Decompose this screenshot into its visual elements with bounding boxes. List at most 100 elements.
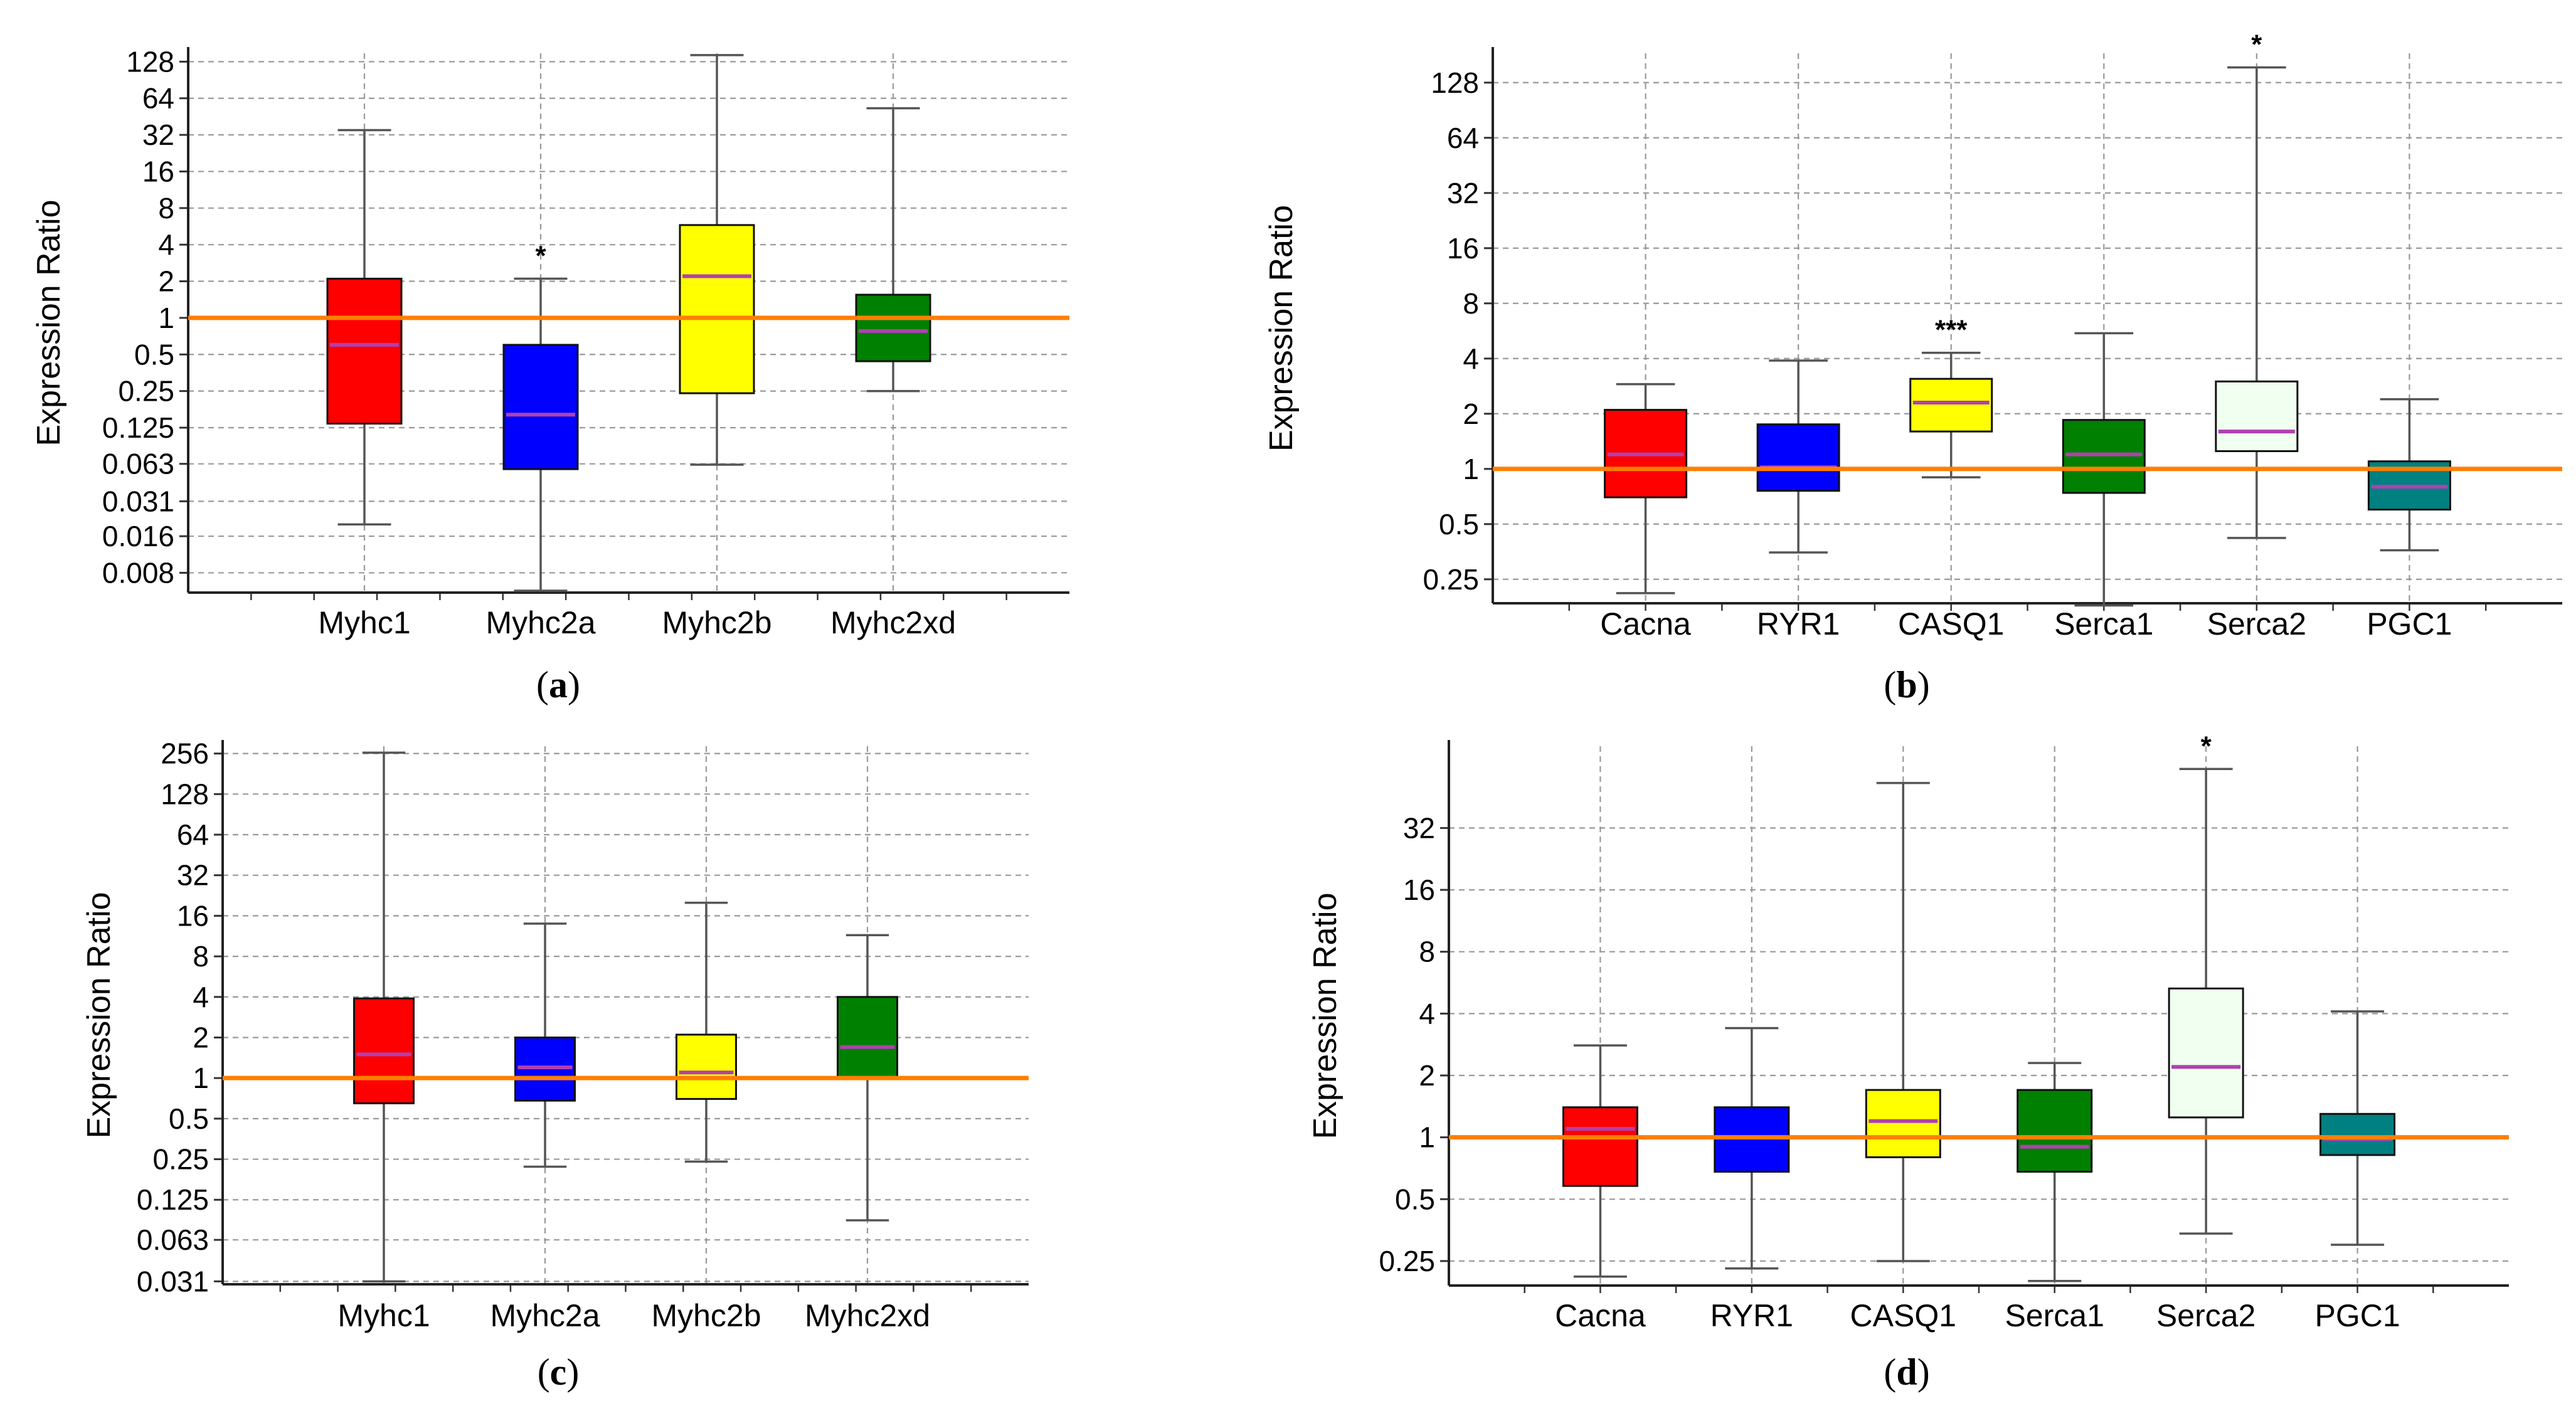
category-label: Myhc2b bbox=[662, 605, 771, 640]
panel-label: (c) bbox=[538, 1351, 580, 1393]
panel-label-open: ( bbox=[1884, 664, 1896, 705]
panel-label: (a) bbox=[536, 664, 580, 705]
category-label: CASQ1 bbox=[1850, 1298, 1957, 1333]
panel-label-close: ) bbox=[1917, 664, 1930, 705]
box-body bbox=[837, 996, 898, 1079]
box-body bbox=[1909, 378, 1993, 433]
box-cacna bbox=[1562, 1044, 1638, 1278]
y-tick-label: 16 bbox=[142, 155, 174, 187]
significance-marker: * bbox=[2201, 731, 2212, 761]
y-tick-label: 1 bbox=[193, 1062, 209, 1094]
box-body bbox=[2017, 1089, 2093, 1173]
y-tick-label: 0.031 bbox=[137, 1265, 209, 1297]
panel-label: (d) bbox=[1884, 1351, 1929, 1393]
box-body bbox=[2215, 380, 2299, 452]
y-tick-label: 0.25 bbox=[118, 375, 174, 408]
y-tick-label: 2 bbox=[158, 265, 174, 298]
y-tick-label: 0.5 bbox=[134, 338, 174, 371]
category-label: Serca1 bbox=[2054, 606, 2153, 642]
category-label: Myhc2xd bbox=[805, 1298, 930, 1333]
box-cacna bbox=[1604, 383, 1688, 594]
category-label: PGC1 bbox=[2314, 1298, 2400, 1333]
category-label: Cacna bbox=[1555, 1298, 1646, 1333]
box-body bbox=[1865, 1089, 1941, 1158]
category-label: Serca1 bbox=[2005, 1298, 2104, 1333]
box-myhc1 bbox=[353, 751, 415, 1283]
box-serca1 bbox=[2062, 332, 2146, 607]
y-tick-label: 0.063 bbox=[137, 1223, 209, 1256]
panel-b: 0.25 0.5 1 2 4 8 16 32 64 128 Cacna RYR1 CASQ1 *** Ser… bbox=[1263, 29, 2562, 705]
y-tick-label: 32 bbox=[1403, 811, 1435, 844]
box-body bbox=[1562, 1106, 1638, 1187]
category-label: Myhc2a bbox=[490, 1298, 600, 1333]
panel-label-close: ) bbox=[568, 664, 580, 705]
y-tick-label: 0.125 bbox=[102, 411, 174, 444]
box-body bbox=[855, 293, 931, 362]
box-body bbox=[676, 1033, 737, 1100]
y-tick-label: 0.25 bbox=[152, 1143, 209, 1176]
box-myhc2a bbox=[514, 922, 576, 1168]
box-pgc1 bbox=[2319, 1010, 2396, 1246]
y-tick-label: 2 bbox=[1419, 1059, 1435, 1092]
y-tick-label: 128 bbox=[126, 45, 174, 78]
panel-c: 0.031 0.063 0.125 0.25 0.5 1 2 4 8 16 32 64 128 256 My… bbox=[81, 737, 1029, 1393]
category-label: RYR1 bbox=[1757, 606, 1840, 642]
y-axis-label: Expression Ratio bbox=[31, 199, 67, 446]
y-axis-label: Expression Ratio bbox=[1307, 892, 1344, 1139]
panel-label-letter: c bbox=[550, 1351, 567, 1393]
box-serca2 bbox=[2215, 66, 2299, 539]
category-label: Serca2 bbox=[2207, 606, 2306, 642]
category-label: Myhc2xd bbox=[830, 605, 956, 640]
box-myhc2xd bbox=[837, 934, 898, 1222]
y-tick-label: 16 bbox=[1447, 232, 1479, 265]
y-tick-label: 8 bbox=[158, 192, 174, 224]
y-tick-label: 8 bbox=[1463, 287, 1479, 320]
box-body bbox=[1714, 1106, 1790, 1173]
y-tick-label: 32 bbox=[142, 119, 174, 151]
category-label: Myhc2b bbox=[651, 1298, 761, 1333]
panel-label-letter: b bbox=[1896, 664, 1917, 705]
box-body bbox=[502, 344, 579, 470]
y-tick-label: 0.016 bbox=[102, 520, 174, 552]
panel-label-close: ) bbox=[566, 1351, 579, 1393]
category-label: RYR1 bbox=[1710, 1298, 1793, 1333]
y-tick-label: 16 bbox=[177, 899, 209, 932]
y-tick-label: 128 bbox=[1431, 66, 1479, 99]
box-body bbox=[353, 997, 415, 1104]
y-tick-label: 16 bbox=[1403, 874, 1435, 906]
box-body bbox=[2319, 1112, 2396, 1156]
y-tick-label: 0.125 bbox=[137, 1183, 209, 1216]
panel-label-letter: a bbox=[549, 664, 568, 705]
panel-label-close: ) bbox=[1917, 1351, 1930, 1393]
box-serca2 bbox=[2168, 768, 2244, 1235]
panel-d: 0.25 0.5 1 2 4 8 16 32 Cacna RYR1 CASQ1 Serca1 Serca… bbox=[1307, 731, 2509, 1393]
y-tick-label: 4 bbox=[193, 981, 209, 1013]
box-serca1 bbox=[2017, 1062, 2093, 1282]
y-tick-label: 0.25 bbox=[1379, 1245, 1435, 1277]
y-tick-label: 64 bbox=[1447, 122, 1479, 154]
y-tick-label: 4 bbox=[1419, 997, 1435, 1030]
y-axis-label: Expression Ratio bbox=[81, 892, 117, 1138]
box-body bbox=[1756, 423, 1840, 492]
box-myhc2b bbox=[676, 901, 737, 1163]
box-casq1 bbox=[1909, 351, 1993, 478]
y-tick-label: 64 bbox=[177, 818, 209, 851]
y-tick-label: 4 bbox=[158, 228, 174, 261]
category-label: Myhc1 bbox=[318, 605, 410, 640]
category-label: PGC1 bbox=[2367, 606, 2452, 642]
box-body bbox=[679, 224, 755, 394]
y-tick-label: 64 bbox=[142, 82, 174, 115]
y-tick-label: 1 bbox=[158, 302, 174, 334]
y-tick-label: 2 bbox=[1463, 398, 1479, 430]
significance-marker: * bbox=[2251, 29, 2262, 60]
y-tick-label: 0.25 bbox=[1423, 563, 1479, 596]
category-label: CASQ1 bbox=[1898, 606, 2005, 642]
panel-label: (b) bbox=[1884, 664, 1929, 705]
box-body bbox=[2168, 987, 2244, 1119]
y-tick-label: 8 bbox=[1419, 936, 1435, 968]
box-casq1 bbox=[1865, 781, 1941, 1262]
y-tick-label: 4 bbox=[1463, 342, 1479, 375]
y-tick-label: 0.5 bbox=[169, 1102, 209, 1135]
significance-marker: *** bbox=[1935, 315, 1968, 346]
